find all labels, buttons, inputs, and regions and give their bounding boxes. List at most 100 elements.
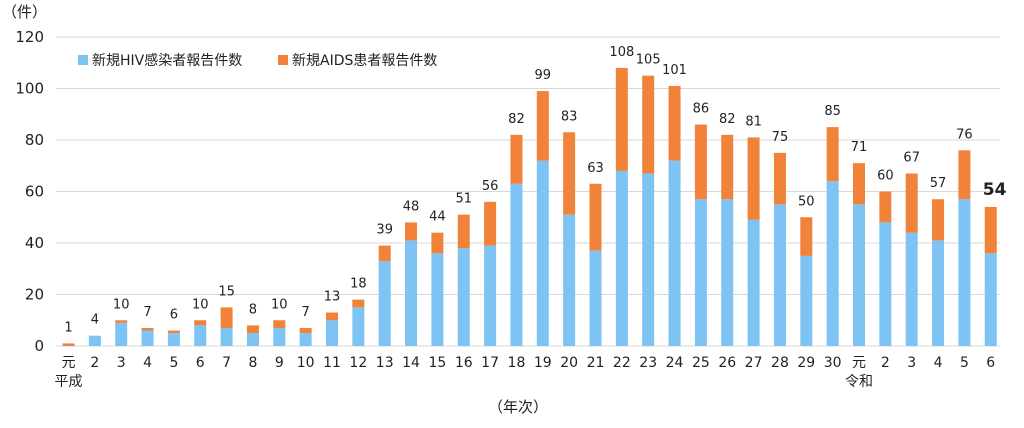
bar-aids xyxy=(694,124,707,200)
total-label: 60 xyxy=(877,169,894,184)
bar-aids xyxy=(352,299,365,308)
y-tick-label: 80 xyxy=(25,131,44,149)
y-axis-label: （件） xyxy=(2,3,47,21)
total-label: 7 xyxy=(302,305,310,320)
bar-aids xyxy=(958,150,971,200)
bar-aids xyxy=(668,85,681,161)
y-tick-label: 120 xyxy=(15,28,44,46)
bar-aids xyxy=(299,327,312,334)
x-tick-label: 9 xyxy=(275,355,284,371)
legend-label-hiv: 新規HIV感染者報告件数 xyxy=(92,52,242,69)
bar-aids xyxy=(642,75,655,174)
total-label: 99 xyxy=(535,68,552,83)
era-label: 令和 xyxy=(845,374,873,390)
bar-hiv xyxy=(273,327,286,346)
x-tick-label: 10 xyxy=(297,355,315,371)
total-label: 56 xyxy=(482,179,499,194)
bar-hiv xyxy=(115,322,128,346)
bar-hiv xyxy=(405,240,418,346)
total-label: 81 xyxy=(745,114,762,129)
x-tick-label: 3 xyxy=(907,355,916,371)
total-label: 67 xyxy=(903,150,920,165)
x-axis-label: （年次） xyxy=(488,398,548,416)
total-label: 10 xyxy=(192,297,209,312)
total-label: 83 xyxy=(561,109,578,124)
y-tick-label: 0 xyxy=(34,337,44,355)
x-tick-label: 11 xyxy=(323,355,341,371)
bar-hiv xyxy=(88,335,101,346)
bar-aids xyxy=(484,201,497,246)
total-label: 10 xyxy=(271,297,288,312)
x-tick-label: 28 xyxy=(771,355,789,371)
bars-layer xyxy=(62,67,997,346)
bar-aids xyxy=(615,67,628,171)
bar-aids xyxy=(378,245,391,262)
bar-hiv xyxy=(905,232,918,346)
x-tick-label: 元 xyxy=(62,355,76,371)
bar-hiv xyxy=(457,248,470,346)
x-tick-label: 6 xyxy=(196,355,205,371)
total-label: 63 xyxy=(587,161,604,176)
x-tick-label: 12 xyxy=(349,355,367,371)
bar-hiv xyxy=(642,173,655,346)
y-tick-label: 20 xyxy=(25,286,44,304)
total-label: 50 xyxy=(798,194,815,209)
x-tick-label: 2 xyxy=(90,355,99,371)
x-tick-label: 14 xyxy=(402,355,420,371)
total-label: 10 xyxy=(113,297,130,312)
bar-hiv xyxy=(510,183,523,346)
y-tick-label: 100 xyxy=(15,80,44,98)
bar-hiv xyxy=(615,170,628,346)
grid-layer: 0 20 40 60 80 100 120 xyxy=(15,28,1000,355)
x-tick-label: 26 xyxy=(718,355,736,371)
bar-hiv xyxy=(326,320,338,346)
bar-aids xyxy=(563,132,576,215)
bar-aids xyxy=(800,217,813,256)
x-tick-label: 4 xyxy=(934,355,943,371)
total-label: 57 xyxy=(930,176,947,191)
y-tick-label: 40 xyxy=(25,234,44,252)
x-tick-label: 15 xyxy=(428,355,446,371)
legend: 新規HIV感染者報告件数 新規AIDS患者報告件数 xyxy=(78,52,437,69)
total-label: 4 xyxy=(91,313,99,328)
bar-hiv xyxy=(747,219,760,346)
x-tick-label: 27 xyxy=(745,355,763,371)
bar-aids xyxy=(431,232,444,254)
total-label: 6 xyxy=(170,308,178,323)
total-label: 51 xyxy=(455,192,472,207)
bar-hiv xyxy=(800,255,813,346)
bar-aids xyxy=(246,325,259,334)
bar-aids xyxy=(405,222,418,241)
total-label: 86 xyxy=(693,102,710,117)
x-tick-label: 29 xyxy=(797,355,815,371)
total-label: 76 xyxy=(956,127,973,142)
legend-swatch-aids xyxy=(278,55,288,65)
bar-aids xyxy=(194,320,207,326)
bar-hiv xyxy=(589,250,602,346)
era-label: 平成 xyxy=(55,374,83,390)
total-label: 39 xyxy=(376,223,393,238)
x-tick-label: 元 xyxy=(852,355,866,371)
x-tick-label: 30 xyxy=(824,355,842,371)
bar-aids xyxy=(457,214,470,249)
legend-swatch-hiv xyxy=(78,55,88,65)
bar-hiv xyxy=(431,253,444,346)
x-tick-label: 21 xyxy=(587,355,605,371)
bar-hiv xyxy=(984,253,997,346)
x-tick-label: 6 xyxy=(986,355,995,371)
bar-hiv xyxy=(352,307,365,346)
x-tick-label: 5 xyxy=(169,355,178,371)
bar-hiv xyxy=(536,160,549,346)
bar-aids xyxy=(905,173,918,233)
x-tick-label: 3 xyxy=(117,355,126,371)
bar-hiv xyxy=(773,204,786,346)
bar-hiv xyxy=(194,325,207,346)
bar-hiv xyxy=(668,160,681,346)
x-tick-label: 2 xyxy=(881,355,890,371)
bar-aids xyxy=(273,320,286,328)
labels-layer: 1元42103746510615788109710131118123913481… xyxy=(55,45,1007,390)
bar-aids xyxy=(853,163,865,205)
bar-hiv xyxy=(879,222,892,346)
total-label: 85 xyxy=(824,104,841,119)
x-tick-label: 19 xyxy=(534,355,552,371)
